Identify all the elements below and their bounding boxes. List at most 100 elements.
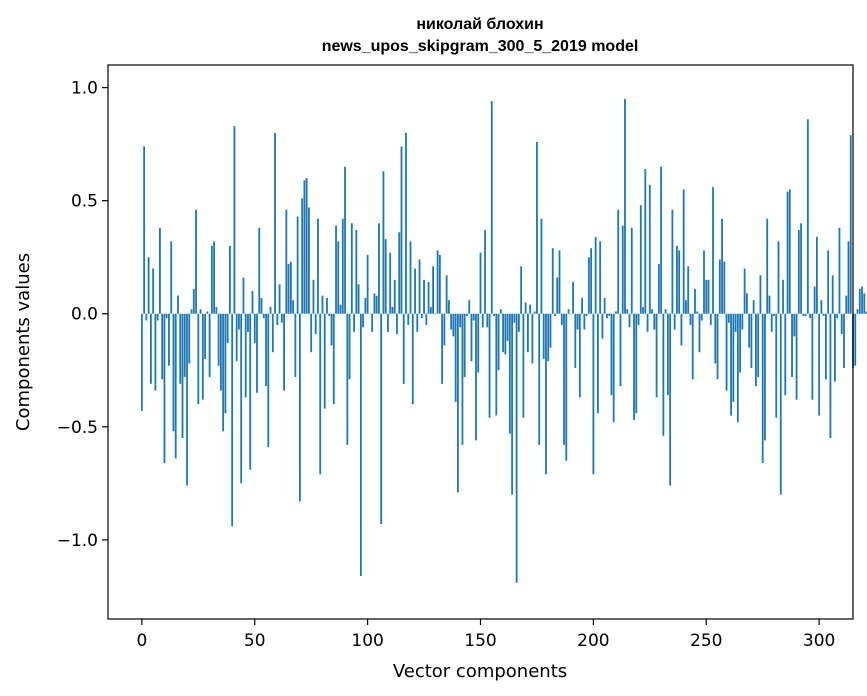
bar-214 [624, 98, 626, 314]
bar-103 [373, 293, 376, 314]
bar-72 [303, 180, 306, 314]
bar-234 [669, 313, 672, 486]
bar-124 [420, 313, 423, 319]
bar-143 [463, 313, 466, 378]
bar-198 [587, 257, 590, 314]
bar-268 [745, 293, 748, 314]
bar-310 [840, 313, 843, 335]
bar-187 [563, 313, 565, 445]
bar-119 [409, 241, 412, 314]
bar-6 [154, 313, 157, 391]
bar-95 [355, 230, 358, 314]
bar-28 [204, 313, 206, 359]
bar-171 [527, 313, 529, 353]
bar-245 [694, 288, 696, 314]
bar-240 [682, 189, 685, 314]
bar-308 [836, 313, 839, 319]
bar-239 [680, 313, 683, 346]
bar-89 [341, 218, 344, 314]
bar-71 [301, 198, 304, 314]
bar-255 [716, 313, 719, 380]
bar-276 [764, 313, 766, 441]
bar-117 [405, 132, 407, 314]
bar-264 [736, 313, 739, 423]
bar-56 [267, 313, 270, 448]
bar-164 [511, 313, 514, 495]
bar-121 [414, 268, 416, 314]
bar-296 [809, 313, 812, 319]
bar-226 [651, 309, 653, 314]
bar-142 [461, 313, 464, 445]
bar-211 [617, 209, 620, 314]
bar-132 [438, 254, 441, 314]
bar-73 [305, 178, 308, 314]
bar-313 [847, 241, 850, 314]
bar-207 [608, 313, 611, 316]
x-tick-label: 150 [464, 631, 496, 651]
bar-118 [407, 313, 410, 326]
bar-206 [606, 313, 608, 319]
bar-292 [800, 223, 802, 314]
bar-191 [572, 282, 574, 314]
x-tick-label: 300 [803, 631, 835, 651]
bar-227 [653, 313, 656, 330]
bar-16 [177, 295, 179, 314]
bar-66 [289, 261, 292, 314]
bar-108 [384, 239, 387, 314]
y-tick-label: −1.0 [57, 531, 98, 551]
bar-75 [310, 313, 313, 353]
bar-18 [181, 313, 184, 439]
bar-286 [786, 191, 789, 314]
bar-283 [779, 313, 782, 495]
bar-137 [450, 313, 453, 330]
bar-282 [777, 241, 780, 314]
bar-256 [718, 259, 721, 314]
bar-165 [513, 313, 516, 323]
bar-149 [477, 313, 480, 373]
bar-179 [545, 313, 547, 475]
bar-156 [493, 313, 495, 316]
x-tick-label: 200 [577, 631, 609, 651]
bar-231 [662, 313, 665, 436]
bar-278 [768, 295, 771, 314]
bar-101 [368, 313, 371, 315]
bar-316 [854, 313, 857, 366]
bar-272 [755, 313, 757, 387]
bar-81 [323, 313, 326, 409]
bar-148 [475, 313, 477, 441]
bar-194 [578, 313, 581, 398]
bar-90 [344, 166, 346, 314]
bar-299 [815, 236, 818, 314]
bar-249 [703, 250, 705, 314]
bar-52 [258, 227, 261, 314]
bar-270 [750, 313, 753, 368]
bar-281 [775, 313, 778, 418]
bar-59 [274, 132, 276, 314]
bar-182 [551, 248, 554, 314]
bar-107 [382, 171, 385, 314]
bar-190 [569, 313, 572, 315]
bar-37 [224, 313, 227, 414]
bar-321 [865, 311, 867, 314]
bar-113 [396, 313, 398, 335]
bar-51 [256, 313, 258, 393]
bar-54 [262, 313, 265, 319]
bar-262 [732, 313, 735, 402]
bar-189 [567, 309, 570, 314]
bar-196 [583, 313, 586, 330]
bar-269 [748, 313, 751, 348]
bar-61 [278, 284, 281, 314]
bar-21 [188, 313, 191, 364]
plot-frame [107, 64, 854, 620]
bar-2 [145, 313, 148, 321]
bar-112 [393, 279, 396, 314]
y-tick-label: 0.5 [71, 192, 98, 212]
bar-260 [727, 313, 730, 323]
chart-title: николай блохин [416, 16, 543, 33]
bar-53 [260, 297, 263, 314]
bar-266 [741, 313, 744, 330]
bar-109 [387, 313, 389, 332]
bar-177 [540, 218, 543, 314]
bar-170 [524, 302, 527, 314]
